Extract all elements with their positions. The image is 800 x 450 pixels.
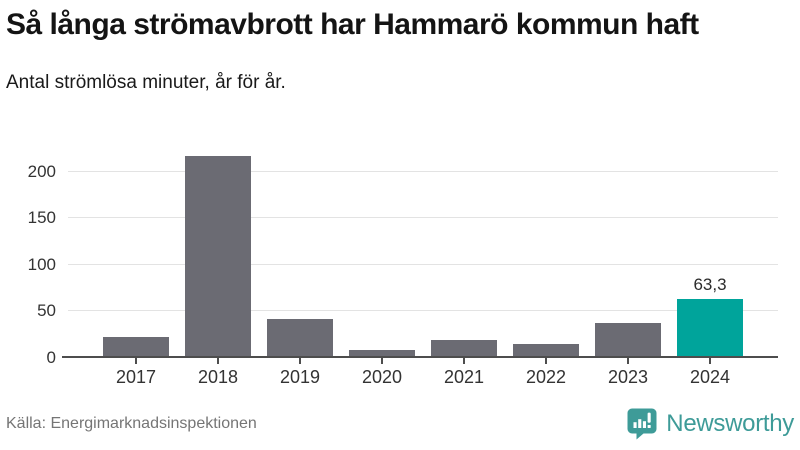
x-tick-2022 bbox=[545, 358, 547, 364]
x-tick-label-2023: 2023 bbox=[607, 367, 649, 387]
bar-2020 bbox=[349, 349, 415, 358]
gridline-50 bbox=[68, 310, 778, 312]
chart-title: Så långa strömavbrott har Hammarö kommun… bbox=[6, 8, 699, 41]
y-tick-label-100: 100 bbox=[27, 254, 56, 274]
x-axis-line bbox=[62, 356, 778, 358]
bar-2019 bbox=[267, 318, 333, 358]
x-tick-label-2020: 2020 bbox=[361, 367, 403, 387]
newsworthy-wordmark: Newsworthy bbox=[666, 410, 794, 437]
gridline-100 bbox=[68, 263, 778, 265]
y-tick-label-200: 200 bbox=[27, 161, 56, 181]
y-tick-label-50: 50 bbox=[37, 301, 56, 321]
y-tick-label-0: 0 bbox=[46, 348, 56, 367]
x-tick-label-2022: 2022 bbox=[525, 367, 567, 387]
x-tick-2023 bbox=[627, 358, 629, 364]
y-tick-label-150: 150 bbox=[27, 208, 56, 228]
x-tick-2017 bbox=[135, 358, 137, 364]
bar-2022 bbox=[513, 344, 579, 358]
bar-2018 bbox=[185, 155, 251, 358]
bar-2017 bbox=[103, 336, 169, 358]
x-tick-label-2019: 2019 bbox=[279, 367, 321, 387]
x-tick-2020 bbox=[381, 358, 383, 364]
bar-chart: 0 50 100 150 200 2017 2018 2019 2020 2021 2022 202… bbox=[0, 140, 800, 395]
value-label-2024: 63,3 bbox=[693, 275, 727, 295]
footer: Källa: Energimarknadsinspektionen Newswo… bbox=[0, 404, 800, 450]
x-tick-label-2021: 2021 bbox=[443, 367, 485, 387]
x-tick-2024 bbox=[709, 358, 711, 364]
newsworthy-logo: Newsworthy bbox=[627, 408, 794, 440]
newsworthy-bubble-chart-icon bbox=[627, 408, 657, 440]
x-tick-2019 bbox=[299, 358, 301, 364]
gridline-200 bbox=[68, 170, 778, 172]
gridline-150 bbox=[68, 217, 778, 219]
chart-subtitle: Antal strömlösa minuter, år för år. bbox=[6, 72, 286, 93]
plot-area: 2017 2018 2019 2020 2021 2022 2023 2024 63,3 bbox=[62, 140, 778, 387]
x-tick-label-2024: 2024 bbox=[689, 367, 731, 387]
bar-2021 bbox=[431, 340, 497, 358]
x-tick-label-2018: 2018 bbox=[197, 367, 239, 387]
x-tick-2021 bbox=[463, 358, 465, 364]
source-note: Källa: Energimarknadsinspektionen bbox=[6, 415, 257, 432]
bar-2023 bbox=[595, 322, 661, 358]
x-tick-2018 bbox=[217, 358, 219, 364]
y-axis-labels: 0 50 100 150 200 bbox=[0, 140, 56, 366]
x-tick-label-2017: 2017 bbox=[115, 367, 157, 387]
bar-2024 bbox=[677, 299, 743, 358]
